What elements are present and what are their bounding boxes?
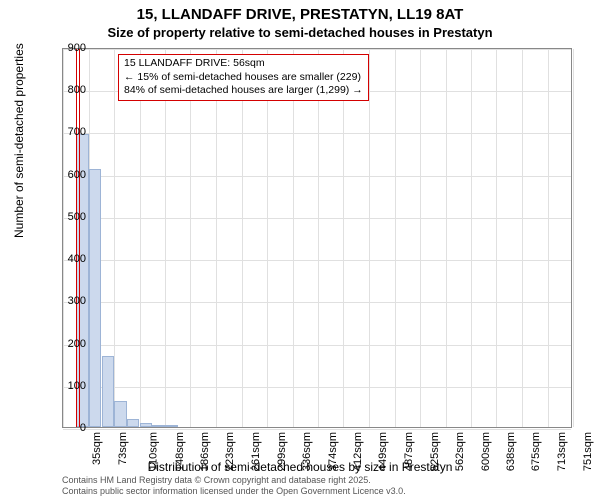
footer-line-1: Contains HM Land Registry data © Crown c… xyxy=(62,475,406,486)
y-tick-label: 800 xyxy=(68,84,86,96)
grid-line-v xyxy=(573,49,574,427)
chart-subtitle: Size of property relative to semi-detach… xyxy=(0,25,600,40)
grid-line-v xyxy=(369,49,370,427)
grid-line-v xyxy=(63,49,64,427)
grid-line-v xyxy=(190,49,191,427)
grid-line-v xyxy=(267,49,268,427)
chart-title: 15, LLANDAFF DRIVE, PRESTATYN, LL19 8AT xyxy=(0,6,600,23)
grid-line-v xyxy=(318,49,319,427)
x-axis-label: Distribution of semi-detached houses by … xyxy=(0,460,600,474)
grid-line-v xyxy=(395,49,396,427)
histogram-bar xyxy=(102,356,115,427)
grid-line-v xyxy=(242,49,243,427)
histogram-bar xyxy=(89,169,102,427)
y-tick-label: 700 xyxy=(68,126,86,138)
grid-line-v xyxy=(343,49,344,427)
y-tick-label: 200 xyxy=(68,338,86,350)
y-tick-label: 400 xyxy=(68,253,86,265)
chart-area: 15 LLANDAFF DRIVE: 56sqm← 15% of semi-de… xyxy=(62,48,572,428)
histogram-bar xyxy=(140,423,153,427)
y-tick-label: 900 xyxy=(68,42,86,54)
grid-line-h xyxy=(63,429,571,430)
annotation-line: 15 LLANDAFF DRIVE: 56sqm xyxy=(124,57,363,71)
grid-line-v xyxy=(216,49,217,427)
y-tick-label: 0 xyxy=(80,422,86,434)
grid-line-v xyxy=(496,49,497,427)
footer-line-2: Contains public sector information licen… xyxy=(62,486,406,497)
y-tick-label: 500 xyxy=(68,211,86,223)
histogram-bar xyxy=(152,425,165,427)
plot-area: 15 LLANDAFF DRIVE: 56sqm← 15% of semi-de… xyxy=(62,48,572,428)
y-tick-label: 100 xyxy=(68,380,86,392)
histogram-bar xyxy=(127,419,140,427)
y-tick-label: 600 xyxy=(68,169,86,181)
y-tick-label: 300 xyxy=(68,295,86,307)
histogram-bar xyxy=(165,425,178,427)
highlight-band xyxy=(76,49,80,427)
grid-line-v xyxy=(446,49,447,427)
footer-attribution: Contains HM Land Registry data © Crown c… xyxy=(62,475,406,497)
histogram-bar xyxy=(114,401,127,427)
grid-line-v xyxy=(420,49,421,427)
grid-line-v xyxy=(548,49,549,427)
grid-line-v xyxy=(165,49,166,427)
annotation-line: 84% of semi-detached houses are larger (… xyxy=(124,84,363,98)
grid-line-v xyxy=(522,49,523,427)
annotation-line: ← 15% of semi-detached houses are smalle… xyxy=(124,71,363,85)
grid-line-v xyxy=(293,49,294,427)
grid-line-v xyxy=(471,49,472,427)
grid-line-v xyxy=(140,49,141,427)
y-axis-label: Number of semi-detached properties xyxy=(12,43,26,238)
annotation-box: 15 LLANDAFF DRIVE: 56sqm← 15% of semi-de… xyxy=(118,54,369,101)
